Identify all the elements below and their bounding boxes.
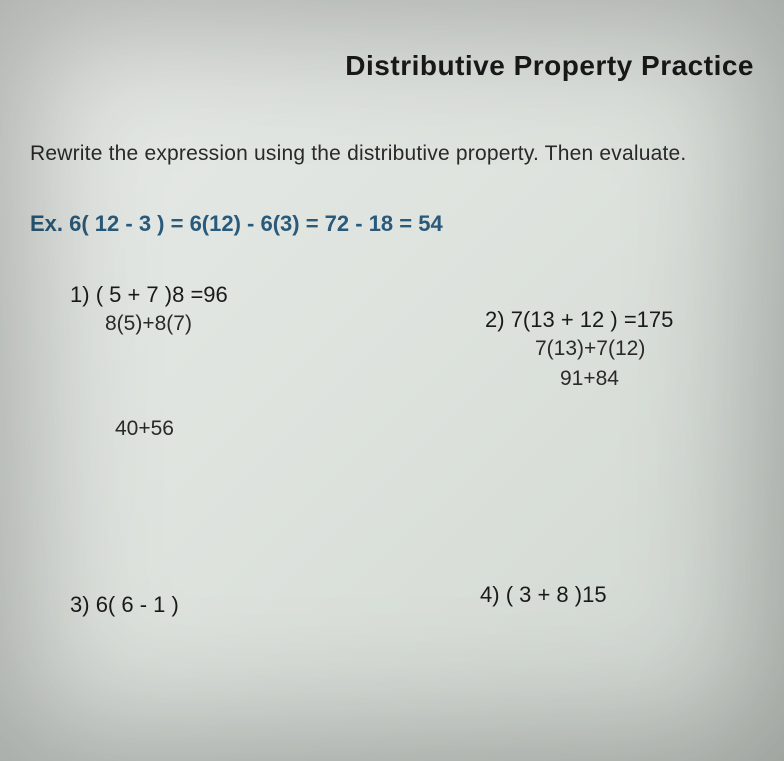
problem-1-expression: ( 5 + 7 )8 =96 <box>96 282 228 307</box>
worksheet-title: Distributive Property Practice <box>30 50 754 82</box>
problem-4-expression: ( 3 + 8 )15 <box>506 582 607 607</box>
problem-1-number: 1) <box>70 282 90 307</box>
problem-2-number: 2) <box>485 307 505 332</box>
problem-2-work-line-1: 7(13)+7(12) <box>535 337 645 361</box>
problem-3-number: 3) <box>70 592 90 617</box>
problem-3-expression: 6( 6 - 1 ) <box>96 592 179 617</box>
problem-2-expression: 7(13 + 12 ) =175 <box>511 307 674 332</box>
problem-2: 2) 7(13 + 12 ) =175 <box>485 307 673 333</box>
problem-1: 1) ( 5 + 7 )8 =96 <box>70 282 228 308</box>
problem-1-work-line-2: 40+56 <box>115 417 174 441</box>
problem-1-work-line-1: 8(5)+8(7) <box>105 312 192 336</box>
problems-container: 1) ( 5 + 7 )8 =96 8(5)+8(7) 40+56 2) 7(1… <box>30 282 764 682</box>
problem-2-work-line-2: 91+84 <box>560 367 619 391</box>
problem-4-number: 4) <box>480 582 500 607</box>
problem-3: 3) 6( 6 - 1 ) <box>70 592 179 618</box>
instruction-text: Rewrite the expression using the distrib… <box>30 142 764 166</box>
example-line: Ex. 6( 12 - 3 ) = 6(12) - 6(3) = 72 - 18… <box>30 211 764 237</box>
problem-4: 4) ( 3 + 8 )15 <box>480 582 607 608</box>
